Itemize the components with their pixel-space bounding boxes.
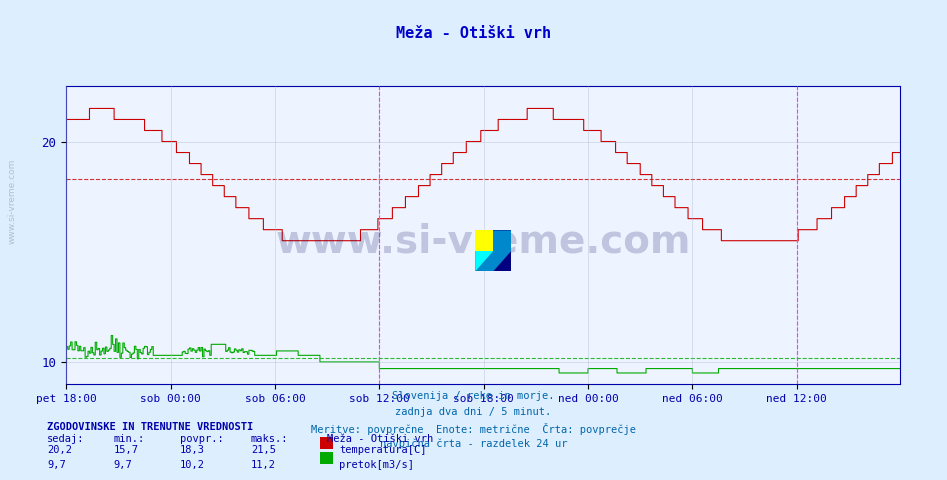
Polygon shape [475,230,493,251]
Text: 10,2: 10,2 [180,460,205,470]
Text: sedaj:: sedaj: [47,434,85,444]
Text: ZGODOVINSKE IN TRENUTNE VREDNOSTI: ZGODOVINSKE IN TRENUTNE VREDNOSTI [47,422,254,432]
Text: Slovenija / reke in morje.: Slovenija / reke in morje. [392,391,555,401]
Text: zadnja dva dni / 5 minut.: zadnja dva dni / 5 minut. [396,407,551,417]
Text: 11,2: 11,2 [251,460,276,470]
Text: Meža - Otiški vrh: Meža - Otiški vrh [327,434,433,444]
Text: www.si-vreme.com: www.si-vreme.com [8,159,17,244]
Text: Meritve: povprečne  Enote: metrične  Črta: povprečje: Meritve: povprečne Enote: metrične Črta:… [311,423,636,435]
Polygon shape [475,251,493,271]
Text: maks.:: maks.: [251,434,289,444]
Bar [475,251,493,271]
Text: 18,3: 18,3 [180,445,205,456]
Polygon shape [475,230,493,251]
Text: temperatura[C]: temperatura[C] [339,445,426,456]
Text: pretok[m3/s]: pretok[m3/s] [339,460,414,470]
Text: min.:: min.: [114,434,145,444]
Text: povpr.:: povpr.: [180,434,223,444]
Text: 20,2: 20,2 [47,445,72,456]
Polygon shape [475,230,511,271]
Text: 9,7: 9,7 [47,460,66,470]
Polygon shape [475,251,493,271]
Polygon shape [475,230,511,271]
Text: www.si-vreme.com: www.si-vreme.com [276,222,690,260]
Text: 21,5: 21,5 [251,445,276,456]
Text: navpična črta - razdelek 24 ur: navpična črta - razdelek 24 ur [380,439,567,449]
Text: 15,7: 15,7 [114,445,138,456]
Bar [493,230,511,271]
Bar [475,230,493,251]
Text: 9,7: 9,7 [114,460,133,470]
Text: Meža - Otiški vrh: Meža - Otiški vrh [396,26,551,41]
